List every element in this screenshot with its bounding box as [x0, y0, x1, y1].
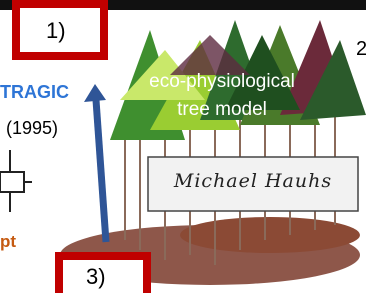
model-name: TRAGIC [0, 82, 69, 103]
model-year: (1995) [6, 118, 58, 139]
tree-model-line: eco-physiological [122, 68, 322, 96]
slide: 1) 3) 2 TRAGIC (1995) pt eco-physiologic… [0, 0, 366, 293]
arrow-head [84, 84, 106, 102]
diagram-fragment [0, 150, 32, 212]
box-label: 1) [46, 18, 66, 44]
partial-word: pt [0, 232, 16, 252]
ground [180, 217, 360, 253]
author-name: Michael Hauhs [148, 170, 358, 192]
tree-model-label: eco-physiological tree model [122, 68, 322, 124]
corner-label: 2 [356, 38, 366, 61]
arrow [96, 100, 106, 242]
box-label: 3) [86, 264, 106, 290]
tree-model-line: tree model [122, 96, 322, 124]
